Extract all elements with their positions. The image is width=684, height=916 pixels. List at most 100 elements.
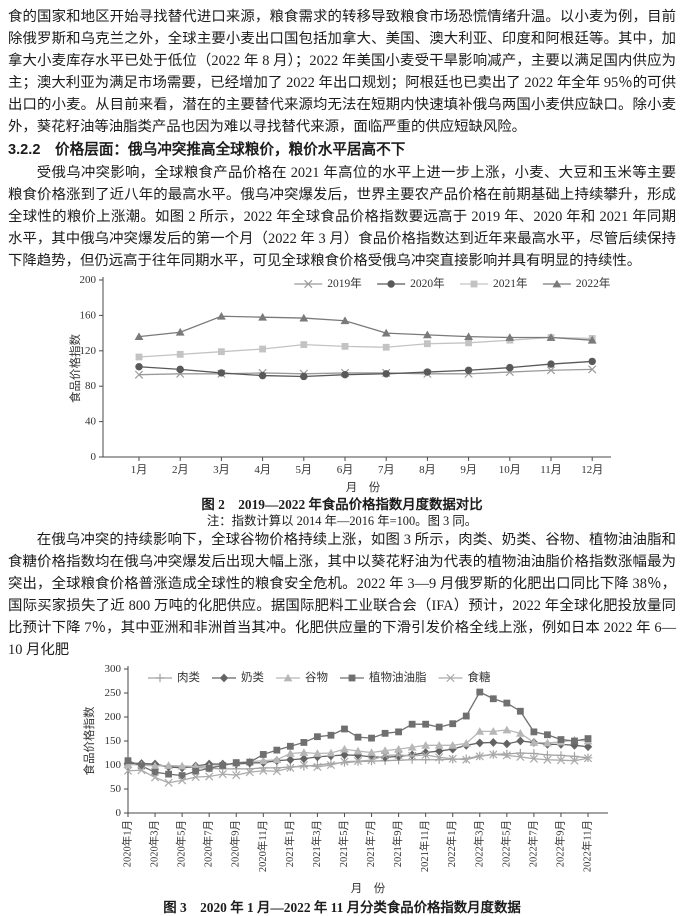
diamond-marker (489, 738, 498, 747)
x-marker (326, 760, 336, 770)
circle-marker (423, 368, 432, 376)
x-tick-label: 5月 (296, 464, 313, 476)
y-tick-label: 160 (80, 309, 97, 321)
square-marker (489, 695, 497, 703)
x-tick-label: 6月 (337, 464, 354, 476)
figure-3: 0 50 100 150 200 250 300 食品价格指数 2020年1月 2020年3月 20… (8, 661, 676, 916)
x-marker (448, 754, 457, 763)
series-line (138, 360, 593, 378)
x-marker (177, 776, 187, 785)
x-tick-label: 3月 (213, 464, 230, 476)
x-marker (134, 370, 144, 379)
triangle-marker (407, 742, 417, 751)
square-marker (259, 751, 267, 758)
diamond-marker (570, 740, 579, 750)
series-食糖 (123, 750, 593, 787)
legend-label: 2021年 (493, 276, 528, 290)
section-heading-322: 3.2.2 价格层面：俄乌冲突推高全球粮价，粮价水平居高不下 (8, 142, 406, 158)
x-marker (286, 763, 295, 773)
x-marker (421, 750, 430, 760)
triangle-marker (340, 744, 349, 753)
x-tick-label: 11月 (540, 464, 562, 476)
triangle-marker (272, 755, 282, 764)
triangle-marker (461, 739, 471, 747)
x-marker (259, 766, 268, 775)
square-marker (422, 720, 430, 728)
triangle-marker (326, 748, 336, 757)
x-marker (516, 752, 525, 761)
legend: 肉类 奶类 谷物 植物油油脂 食糖 (148, 670, 491, 684)
x-tick-label: 2022年7月 (526, 820, 539, 867)
triangle-marker (587, 335, 597, 344)
circle-marker (382, 370, 390, 378)
x-axis-ticks: 2020年1月 2020年3月 2020年5月 2020年7月 2020年9月 2020年… (121, 813, 594, 872)
figure-2: 0 40 80 120 160 200 食品价格指数 1月 2月 3月 4月 5月 6月 7月 8月 9月 10… (8, 272, 676, 529)
x-axis-title: 月 份 (351, 882, 386, 895)
diamond-marker (340, 750, 349, 760)
square-marker (192, 767, 200, 775)
square-marker (348, 674, 356, 682)
square-marker (273, 746, 281, 754)
triangle-marker (421, 741, 431, 749)
triangle-marker (283, 673, 293, 682)
square-marker (176, 350, 184, 358)
square-marker (462, 712, 470, 720)
axes (127, 666, 608, 814)
x-tick-label: 2020年11月 (256, 820, 269, 872)
square-marker (381, 729, 389, 737)
x-marker (570, 756, 579, 765)
x-tick-label: 2月 (172, 464, 189, 476)
x-tick-label: 2021年3月 (310, 820, 323, 867)
x-marker (353, 757, 363, 766)
x-tick-label: 2021年1月 (283, 820, 296, 867)
x-tick-label: 1月 (131, 464, 148, 476)
square-marker (286, 742, 294, 750)
square-marker (219, 762, 227, 769)
triangle-marker (367, 748, 376, 756)
square-marker (165, 770, 172, 778)
x-marker (299, 760, 309, 770)
circle-marker (506, 363, 514, 372)
x-marker (232, 770, 241, 780)
x-tick-label: 8月 (419, 464, 436, 476)
triangle-marker (285, 749, 295, 757)
x-marker (529, 754, 539, 763)
triangle-marker (464, 332, 473, 341)
square-marker (557, 736, 565, 743)
square-marker (395, 728, 402, 736)
x-marker (446, 673, 455, 683)
square-marker (151, 768, 159, 776)
x-marker (304, 279, 313, 289)
x-marker (340, 757, 349, 766)
triangle-marker (313, 749, 322, 757)
legend-label: 2020年 (410, 276, 445, 290)
triangle-marker (150, 761, 160, 770)
series-line (138, 368, 593, 376)
square-marker (178, 772, 186, 779)
square-marker (470, 280, 478, 288)
x-tick-label: 9月 (460, 464, 477, 476)
plus-marker (529, 749, 539, 758)
legend-label: 2022年 (576, 276, 611, 290)
plus-marker (502, 749, 512, 759)
circle-marker (300, 372, 308, 381)
triangle-marker (505, 333, 515, 341)
triangle-marker (488, 727, 498, 735)
y-tick-label: 120 (80, 345, 97, 357)
x-tick-label: 2021年9月 (391, 820, 404, 867)
legend: 2019年 2020年 2021年 2022年 (294, 276, 610, 290)
axis-lines (127, 666, 608, 814)
triangle-marker (258, 756, 268, 765)
diamond-marker (394, 751, 403, 761)
x-marker (137, 766, 146, 775)
diamond-marker (380, 752, 390, 762)
x-marker (380, 751, 390, 760)
x-marker (367, 756, 376, 765)
x-marker (546, 366, 556, 375)
triangle-marker (134, 332, 144, 341)
triangle-marker (423, 330, 432, 339)
series-2020年 (135, 357, 596, 381)
paragraph-3: 在俄乌冲突的持续影响下，全球谷物价格持续上涨，如图 3 所示，肉类、奶类、谷物、… (8, 532, 676, 658)
square-marker (449, 720, 457, 728)
square-marker (300, 739, 308, 746)
